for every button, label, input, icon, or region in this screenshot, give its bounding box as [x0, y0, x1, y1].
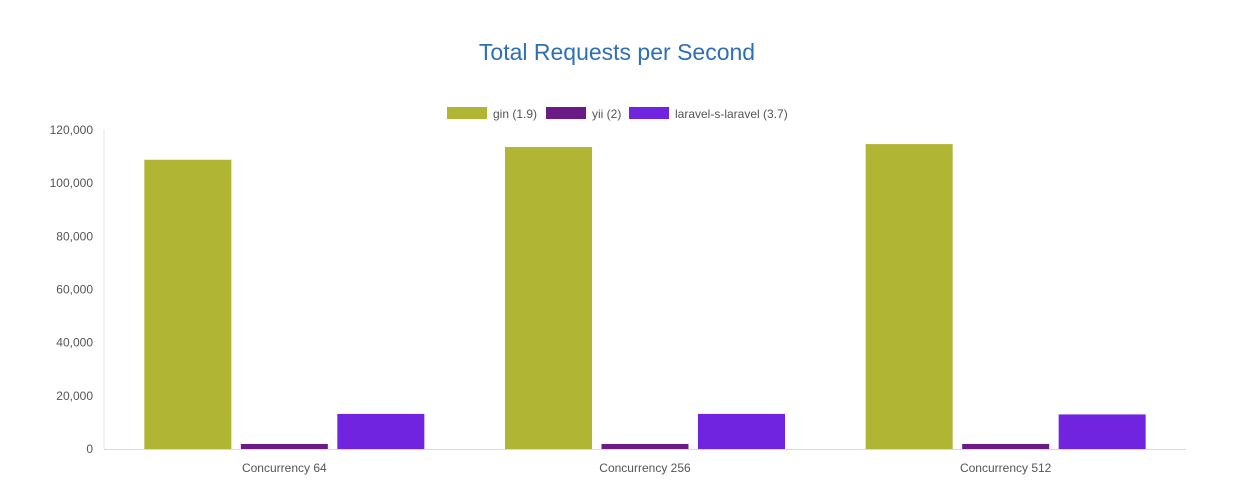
legend-label-2[interactable]: laravel-s-laravel (3.7) — [675, 107, 788, 121]
bar-2-1[interactable] — [962, 443, 1050, 449]
y-tick-label: 60,000 — [56, 283, 93, 297]
bar-2-2[interactable] — [1058, 414, 1146, 449]
bar-0-2[interactable] — [337, 413, 425, 449]
bar-1-1[interactable] — [601, 443, 689, 449]
legend-swatch-0[interactable] — [447, 107, 487, 119]
y-tick-label: 40,000 — [56, 336, 93, 350]
y-tick-label: 120,000 — [50, 123, 94, 137]
bar-0-1[interactable] — [240, 443, 328, 449]
legend: gin (1.9) yii (2) laravel-s-laravel (3.7) — [447, 107, 788, 121]
bar-0-0[interactable] — [144, 159, 232, 450]
y-tick-label: 20,000 — [56, 389, 93, 403]
y-tick-label: 0 — [86, 442, 93, 456]
y-axis: 0 20,000 40,000 60,000 80,000 100,000 120,000 — [50, 123, 105, 456]
chart-title: Total Requests per Second — [479, 39, 755, 65]
legend-label-1[interactable]: yii (2) — [592, 107, 621, 121]
bar-2-0[interactable] — [865, 144, 953, 449]
bar-1-2[interactable] — [698, 413, 785, 449]
legend-label-0[interactable]: gin (1.9) — [493, 107, 537, 121]
x-tick-label: Concurrency 512 — [960, 461, 1052, 475]
x-axis: Concurrency 64 Concurrency 256 Concurrency… — [104, 449, 1186, 475]
legend-swatch-1[interactable] — [546, 107, 586, 119]
x-tick-label: Concurrency 64 — [242, 461, 327, 475]
bar-1-0[interactable] — [505, 147, 592, 449]
x-tick-label: Concurrency 256 — [599, 461, 691, 475]
legend-swatch-2[interactable] — [629, 107, 669, 119]
y-tick-label: 80,000 — [56, 229, 93, 243]
bars — [144, 144, 1146, 450]
y-tick-label: 100,000 — [50, 176, 94, 190]
